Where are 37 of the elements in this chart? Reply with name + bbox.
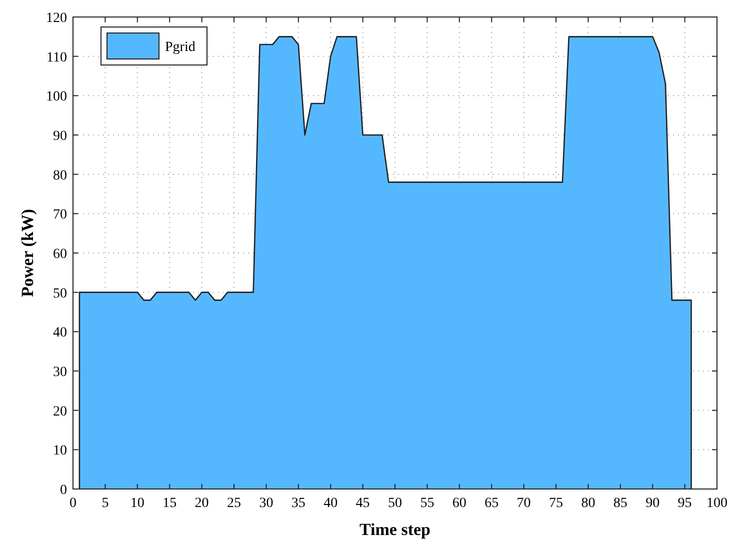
- x-tick-label: 60: [452, 496, 466, 511]
- y-tick-label: 0: [60, 483, 67, 498]
- y-tick-label: 40: [53, 326, 67, 341]
- x-tick-label: 95: [678, 496, 692, 511]
- y-tick-label: 70: [53, 208, 67, 223]
- x-tick-label: 25: [227, 496, 241, 511]
- y-tick-label: 60: [53, 247, 67, 262]
- x-tick-label: 85: [613, 496, 628, 511]
- x-tick-label: 65: [484, 496, 499, 511]
- x-tick-label: 20: [194, 496, 209, 511]
- y-axis-title: Power (kW): [18, 209, 37, 297]
- x-axis-title: Time step: [360, 520, 430, 539]
- y-tick-label: 10: [53, 444, 67, 459]
- x-tick-label: 35: [291, 496, 306, 511]
- y-tick-label: 50: [53, 286, 67, 302]
- x-tick-label: 70: [516, 496, 531, 511]
- x-tick-label: 100: [706, 496, 728, 511]
- legend: Pgrid: [100, 26, 208, 66]
- x-tick-label: 10: [130, 496, 144, 511]
- y-tick-label: 30: [53, 365, 67, 380]
- y-tick-label: 110: [46, 50, 67, 66]
- x-tick-label: 90: [646, 496, 660, 511]
- x-tick-label: 5: [102, 496, 109, 511]
- y-tick-label: 120: [46, 11, 67, 26]
- x-tick-label: 80: [581, 496, 596, 511]
- y-tick-label: 90: [53, 129, 67, 144]
- x-tick-label: 55: [420, 496, 434, 511]
- x-tick-label: 50: [388, 496, 402, 511]
- y-tick-label: 20: [53, 404, 67, 420]
- y-tick-label: 80: [53, 168, 67, 184]
- x-tick-label: 15: [162, 496, 177, 511]
- x-tick-label: 40: [324, 496, 338, 511]
- x-tick-label: 30: [259, 496, 274, 511]
- x-tick-label: 0: [70, 496, 76, 511]
- x-tick-label: 45: [356, 496, 370, 511]
- x-tick-label: 75: [549, 496, 563, 511]
- y-tick-label: 100: [46, 90, 67, 105]
